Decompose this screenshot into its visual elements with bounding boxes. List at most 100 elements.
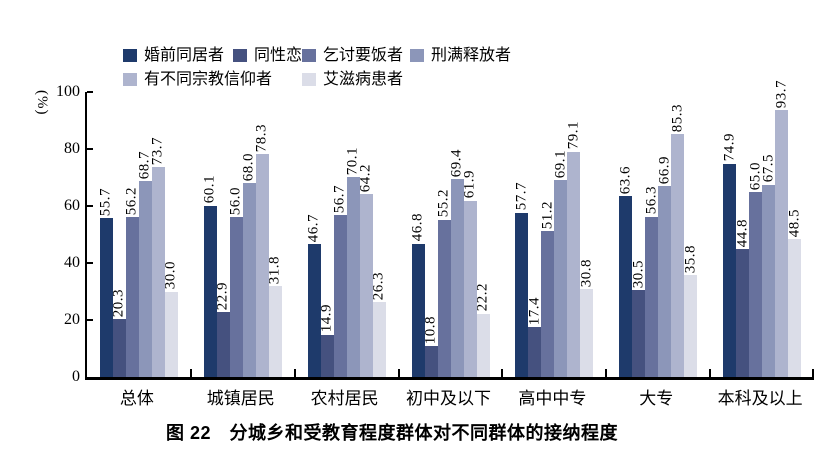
legend-label: 乞讨要饭者 (323, 47, 404, 64)
bar: 55.7 (98, 188, 114, 377)
bar-value-label: 30.0 (162, 261, 179, 290)
legend-swatch-icon (123, 49, 137, 62)
y-tick-label: 60 (64, 197, 80, 214)
bar: 60.1 (202, 175, 218, 377)
y-axis-tick (87, 262, 93, 264)
bar-value-label: 22.2 (474, 283, 491, 312)
bar: 79.1 (565, 121, 581, 377)
bar-group: 63.6 30.5 56.3 66.9 85.3 35.8 (606, 104, 710, 377)
bar-value-label: 73.7 (149, 136, 166, 165)
bar: 30.8 (578, 259, 594, 377)
x-axis-tick (501, 369, 504, 377)
bar-value-label: 74.9 (721, 133, 738, 162)
legend-label: 刑满释放者 (431, 47, 512, 64)
x-axis-tick (397, 369, 400, 377)
legend-swatch-icon (410, 49, 424, 62)
bar: 67.5 (760, 154, 776, 377)
bar: 56.2 (124, 187, 140, 377)
bar: 68.7 (137, 151, 153, 377)
bar-value-label: 93.7 (773, 79, 790, 108)
bar: 35.8 (682, 245, 698, 377)
bar-value-label: 30.8 (578, 258, 595, 288)
legend-item: 艾滋病患者 (302, 71, 511, 88)
bar: 64.2 (358, 164, 374, 377)
legend-label: 艾滋病患者 (323, 71, 404, 88)
x-category-label: 高中中专 (518, 389, 587, 408)
legend: 婚前同居者 同性恋 乞讨要饭者 刑满释放者有不同宗教信仰者 艾滋病患者 (123, 47, 511, 88)
y-axis-tick (87, 205, 93, 207)
bar: 30.5 (630, 260, 646, 377)
y-axis-tick (87, 148, 93, 150)
bar: 56.3 (643, 186, 659, 377)
bar: 10.8 (423, 316, 439, 377)
bar-group: 46.8 10.8 55.2 69.4 61.9 22.2 (399, 149, 503, 377)
bar: 65.0 (747, 162, 763, 377)
y-tick-label: 80 (64, 140, 80, 157)
x-axis-tick (293, 369, 296, 377)
bar: 56.7 (332, 185, 348, 377)
bar: 68.0 (241, 153, 257, 377)
figure-caption: 图 22 分城乡和受教育程度群体对不同群体的接纳程度 (165, 423, 619, 443)
bar-group: 57.7 17.4 51.2 69.1 79.1 30.8 (502, 121, 606, 377)
bar: 55.2 (436, 189, 452, 377)
x-category-label: 城镇居民 (206, 389, 275, 408)
legend-item: 有不同宗教信仰者 (123, 71, 302, 88)
bar: 63.6 (617, 166, 633, 377)
bar-group: 46.7 14.9 56.7 70.1 64.2 26.3 (295, 147, 399, 377)
bar-group: 74.9 44.8 65.0 67.5 93.7 48.5 (710, 80, 814, 377)
bar-groups: 55.7 20.3 56.2 68.7 73.7 30.0 60.1 22.9 56.0 68.0… (87, 80, 814, 377)
x-category-label: 初中及以下 (406, 389, 491, 408)
bar: 48.5 (786, 209, 802, 377)
bar: 93.7 (773, 80, 789, 377)
x-axis-tick (709, 369, 712, 377)
y-tick-label: 20 (64, 311, 80, 328)
bar-value-label: 46.7 (305, 213, 322, 242)
bar: 30.0 (163, 261, 179, 377)
bar: 31.8 (267, 256, 283, 377)
bar: 46.7 (306, 214, 322, 377)
bar: 46.8 (410, 213, 426, 377)
y-tick-label: 40 (64, 254, 80, 271)
bar-value-label: 79.1 (565, 121, 582, 150)
bar: 57.7 (513, 182, 529, 377)
bar-value-label: 78.3 (253, 123, 270, 152)
bar-group: 55.7 20.3 56.2 68.7 73.7 30.0 (87, 137, 191, 377)
bar: 61.9 (462, 170, 478, 377)
bar: 26.3 (371, 272, 387, 377)
y-axis-labels: 0 20 40 60 80 100 (38, 83, 80, 385)
bar-value-label: 35.8 (682, 244, 699, 273)
legend-swatch-icon (233, 49, 247, 62)
x-axis-tick (189, 369, 192, 377)
bar: 14.9 (319, 304, 335, 377)
bar-value-label: 60.1 (201, 175, 218, 204)
bar-value-label: 26.3 (370, 271, 387, 301)
bar: 51.2 (539, 201, 555, 377)
bar: 70.1 (345, 147, 361, 377)
legend-item: 婚前同居者 (123, 47, 233, 64)
bar: 69.1 (552, 150, 568, 377)
bar-value-label: 63.6 (617, 165, 634, 194)
plot-area: 55.7 20.3 56.2 68.7 73.7 30.0 60.1 22.9 56.0 68.0… (85, 80, 814, 380)
x-axis-labels: 总体 城镇居民 农村居民 初中及以下 高中中专 大专 本科及以上 (85, 384, 812, 409)
bar: 20.3 (111, 289, 127, 377)
bar: 17.4 (526, 297, 542, 377)
legend-item: 同性恋 (233, 47, 302, 64)
bar-value-label: 61.9 (461, 170, 478, 199)
bar: 22.2 (475, 283, 491, 377)
bar-value-label: 48.5 (786, 208, 803, 237)
legend-label: 同性恋 (254, 47, 303, 64)
bar-value-label: 31.8 (266, 256, 283, 285)
legend-swatch-icon (123, 73, 137, 86)
bar: 74.9 (721, 133, 737, 377)
bar-value-label: 55.7 (97, 188, 114, 217)
legend-label: 有不同宗教信仰者 (144, 71, 273, 88)
bar-value-label: 57.7 (513, 182, 530, 211)
bar-group: 60.1 22.9 56.0 68.0 78.3 31.8 (191, 124, 295, 377)
x-category-label: 本科及以上 (717, 389, 803, 408)
y-axis-tick (87, 319, 93, 321)
y-axis-title: (%) (34, 90, 50, 116)
legend-swatch-icon (302, 73, 316, 86)
legend-swatch-icon (302, 49, 316, 62)
bar-value-label: 85.3 (669, 103, 686, 132)
legend-item: 乞讨要饭者 (302, 47, 410, 64)
